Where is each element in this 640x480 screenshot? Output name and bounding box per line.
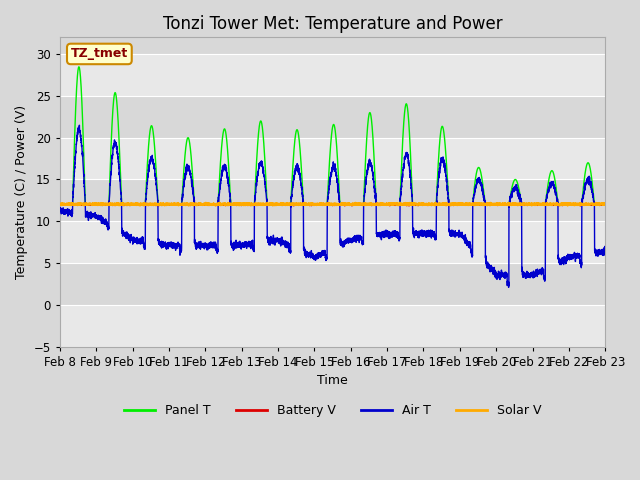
X-axis label: Time: Time xyxy=(317,374,348,387)
Text: TZ_tmet: TZ_tmet xyxy=(71,48,128,60)
Bar xyxy=(60,138,605,180)
Bar xyxy=(60,96,605,138)
Legend: Panel T, Battery V, Air T, Solar V: Panel T, Battery V, Air T, Solar V xyxy=(118,399,547,422)
Bar xyxy=(60,180,605,221)
Y-axis label: Temperature (C) / Power (V): Temperature (C) / Power (V) xyxy=(15,105,28,279)
Bar xyxy=(60,263,605,305)
Bar xyxy=(60,305,605,347)
Bar xyxy=(60,54,605,96)
Bar xyxy=(60,37,605,54)
Bar xyxy=(60,221,605,263)
Title: Tonzi Tower Met: Temperature and Power: Tonzi Tower Met: Temperature and Power xyxy=(163,15,502,33)
